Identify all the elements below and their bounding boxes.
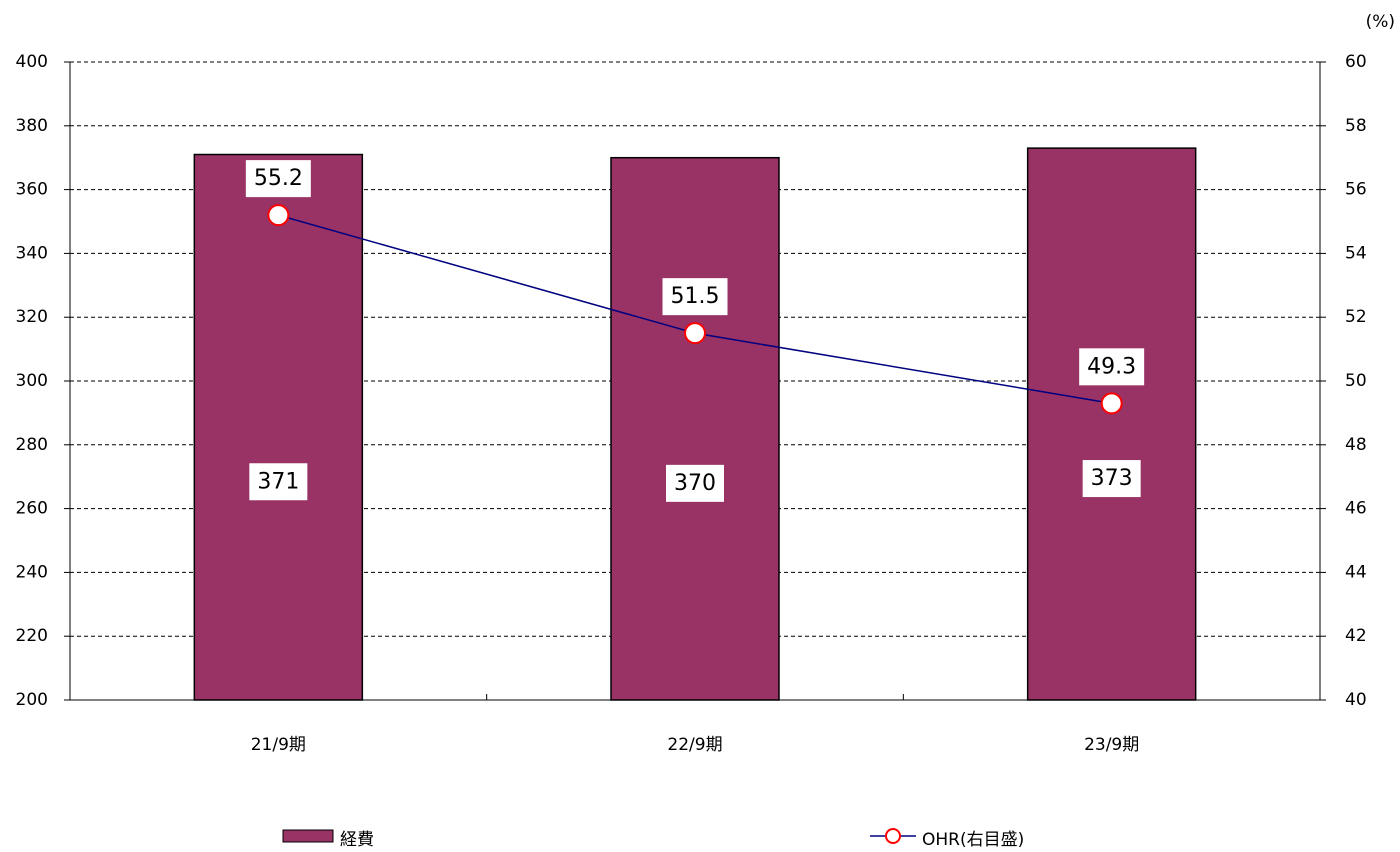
y2-tick-label: 46 [1345,499,1367,519]
marker [684,322,706,345]
data-label-box [662,278,728,316]
y-tick-label: 340 [16,243,48,263]
y2-tick-label: 56 [1345,180,1367,200]
data-label: 49.3 [1087,354,1136,379]
y-tick-label: 400 [16,52,48,72]
y-tick-label: 240 [16,562,48,582]
data-label: 371 [257,469,299,494]
data-label-box [1082,460,1141,498]
data-label: 373 [1091,466,1133,491]
y2-tick-label: 50 [1345,371,1367,391]
data-label: 51.5 [671,284,720,309]
y2-tick-label: 44 [1345,562,1367,582]
bar [193,153,364,701]
bar [1026,147,1197,701]
data-label-box [666,464,724,502]
y-tick-label: 300 [16,371,48,391]
y2-tick-label: 48 [1345,435,1367,455]
y2-tick-label: 54 [1345,243,1367,263]
data-label-box [245,160,311,198]
legend-swatch [282,829,334,843]
x-tick-label: 22/9期 [667,735,722,755]
data-label-box [249,463,308,501]
x-tick-label: 21/9期 [251,735,306,755]
marker [1100,392,1123,415]
y-tick-label: 380 [16,116,48,136]
y2-tick-label: 42 [1345,626,1367,646]
legend-label: OHR(右目盛) [922,830,1024,850]
y-tick-label: 260 [16,499,48,519]
marker [267,204,290,227]
data-label: 55.2 [254,166,303,191]
x-tick-label: 23/9期 [1084,735,1139,755]
y-tick-label: 200 [16,690,48,710]
data-label-box [1079,348,1145,386]
bar [610,156,780,701]
y2-tick-label: 40 [1345,690,1367,710]
y2-tick-label: 60 [1345,52,1367,72]
y-tick-label: 280 [16,435,48,455]
data-label: 370 [674,471,716,496]
y2-tick-label: 52 [1345,307,1367,327]
legend-marker [885,828,901,844]
y2-axis-label: (%) [1366,12,1395,32]
legend-label: 経費 [340,830,374,850]
y-tick-label: 220 [16,626,48,646]
y-tick-label: 360 [16,180,48,200]
y2-tick-label: 58 [1345,116,1367,136]
y-tick-label: 320 [16,307,48,327]
